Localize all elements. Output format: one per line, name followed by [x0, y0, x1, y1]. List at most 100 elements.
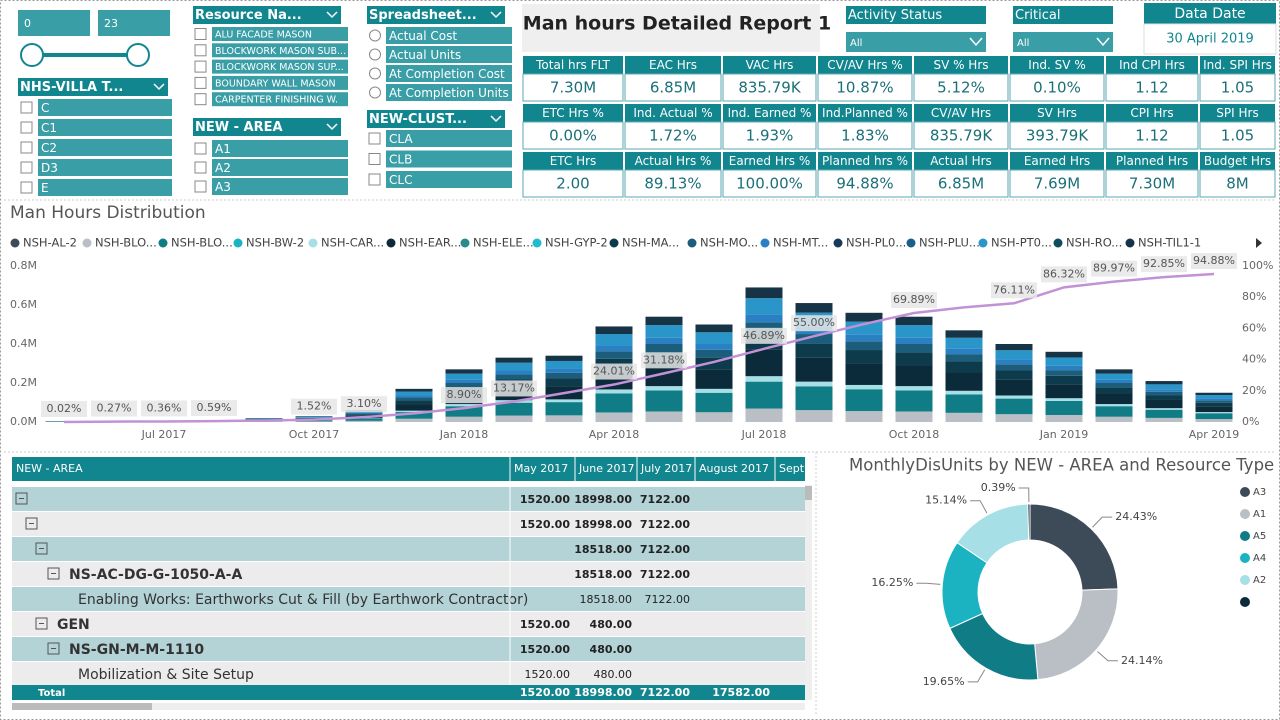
slicer-chevron[interactable]: [490, 115, 502, 123]
expand-toggle[interactable]: [47, 567, 60, 580]
slicer-item[interactable]: [38, 139, 172, 156]
legend-label[interactable]: NSH-BLO...: [95, 236, 157, 250]
slicer-item[interactable]: [212, 43, 348, 58]
dropdown[interactable]: [1013, 32, 1113, 52]
expand-toggle[interactable]: [35, 542, 48, 555]
checkbox[interactable]: [368, 173, 381, 186]
slicer-item[interactable]: [386, 130, 512, 147]
slicer-item[interactable]: [212, 159, 348, 176]
slicer-item[interactable]: [212, 140, 348, 157]
kpi-value: 835.79K: [930, 127, 993, 145]
matrix-row[interactable]: [12, 612, 805, 636]
slicer-chevron[interactable]: [326, 123, 338, 131]
matrix-row[interactable]: [12, 487, 805, 511]
checkbox[interactable]: [194, 93, 207, 106]
legend-label[interactable]: NSH-PT0...: [991, 236, 1052, 250]
legend-label[interactable]: NSH-MT...: [773, 236, 828, 250]
scroll-thumb[interactable]: [805, 486, 812, 500]
expand-toggle[interactable]: [47, 642, 60, 655]
slicer-item[interactable]: [212, 59, 348, 74]
range-handle[interactable]: [126, 43, 150, 67]
legend-label[interactable]: NSH-EAR...: [399, 236, 461, 250]
dropdown[interactable]: [846, 32, 986, 52]
legend-label[interactable]: A5: [1253, 531, 1266, 542]
slicer-item[interactable]: [386, 150, 512, 168]
checkbox[interactable]: [368, 153, 381, 165]
legend-label[interactable]: A3: [1253, 487, 1266, 498]
legend-label[interactable]: NSH-PLU...: [919, 236, 980, 250]
checkbox[interactable]: [194, 161, 207, 174]
checkbox[interactable]: [194, 142, 207, 155]
legend-label[interactable]: NSH-GYP-2: [545, 236, 608, 250]
slicer-item-label: A3: [215, 180, 231, 194]
legend-label[interactable]: NSH-MO...: [700, 236, 758, 250]
dropdown-chevron[interactable]: [1096, 37, 1110, 47]
slicer-item[interactable]: [38, 179, 172, 196]
checkbox[interactable]: [194, 180, 207, 193]
slicer-item[interactable]: [386, 46, 512, 63]
checkbox[interactable]: [20, 101, 33, 114]
legend-label[interactable]: NSH-BW-2: [246, 236, 304, 250]
radio-button[interactable]: [369, 29, 381, 42]
scrollbar[interactable]: [12, 703, 805, 710]
checkbox[interactable]: [20, 141, 33, 154]
slicer-item[interactable]: [386, 171, 512, 188]
legend-label[interactable]: A1: [1253, 509, 1266, 520]
slicer-item[interactable]: [38, 119, 172, 136]
legend-label[interactable]: NSH-MA...: [622, 236, 679, 250]
slicer-item[interactable]: [386, 27, 512, 44]
slicer-chevron[interactable]: [153, 83, 165, 91]
legend-label[interactable]: NSH-ELE...: [473, 236, 534, 250]
checkbox[interactable]: [194, 60, 207, 73]
slicer-item[interactable]: [38, 99, 172, 116]
bar-segment: [945, 394, 983, 413]
kpi-body: [1199, 121, 1276, 150]
expand-toggle[interactable]: [15, 492, 28, 505]
slicer-chevron[interactable]: [490, 11, 502, 19]
slicer-item[interactable]: [212, 178, 348, 195]
legend-label[interactable]: NSH-BLO...: [171, 236, 233, 250]
checkbox[interactable]: [20, 161, 33, 174]
legend-label[interactable]: NSH-RO...: [1066, 236, 1122, 250]
checkbox[interactable]: [194, 28, 207, 40]
legend-label[interactable]: A4: [1253, 553, 1266, 564]
matrix-row[interactable]: [12, 662, 805, 686]
slicer-item[interactable]: [38, 159, 172, 176]
slicer-chevron[interactable]: [326, 11, 338, 19]
radio-button[interactable]: [369, 86, 381, 99]
legend-scroll[interactable]: [1256, 238, 1262, 248]
matrix-row[interactable]: [12, 562, 805, 586]
matrix-row[interactable]: [12, 512, 805, 536]
slicer-item[interactable]: [212, 27, 348, 41]
legend-label[interactable]: NSH-TIL1-1: [1138, 236, 1201, 250]
slicer-item[interactable]: [386, 65, 512, 82]
slicer-item[interactable]: [212, 75, 348, 90]
matrix-row[interactable]: [12, 587, 805, 611]
legend-label[interactable]: NSH-PL0...: [846, 236, 906, 250]
checkbox[interactable]: [368, 132, 381, 145]
checkbox[interactable]: [20, 181, 33, 194]
checkbox[interactable]: [20, 121, 33, 134]
checkbox[interactable]: [194, 76, 207, 89]
cell: 18998.00: [574, 493, 632, 506]
legend-label[interactable]: A2: [1253, 575, 1266, 586]
range-input[interactable]: [18, 10, 90, 36]
matrix-row[interactable]: [12, 637, 805, 661]
slicer-item[interactable]: [212, 92, 348, 107]
checkbox[interactable]: [194, 44, 207, 57]
legend-label[interactable]: NSH-CAR...: [321, 236, 384, 250]
range-input[interactable]: [98, 10, 170, 36]
expand-toggle[interactable]: [25, 517, 38, 530]
slicer-item[interactable]: [386, 84, 512, 101]
scrollbar[interactable]: [805, 485, 812, 700]
scroll-thumb[interactable]: [12, 703, 152, 710]
dropdown-chevron[interactable]: [969, 37, 983, 47]
expand-toggle[interactable]: [35, 617, 48, 630]
dropdown-value: All: [1017, 38, 1029, 49]
matrix-row[interactable]: [12, 537, 805, 561]
radio-button[interactable]: [369, 67, 381, 80]
legend-label[interactable]: NSH-AL-2: [23, 236, 77, 250]
radio-button[interactable]: [369, 48, 381, 61]
column-header: August 2017: [699, 462, 769, 475]
range-handle[interactable]: [20, 43, 44, 67]
